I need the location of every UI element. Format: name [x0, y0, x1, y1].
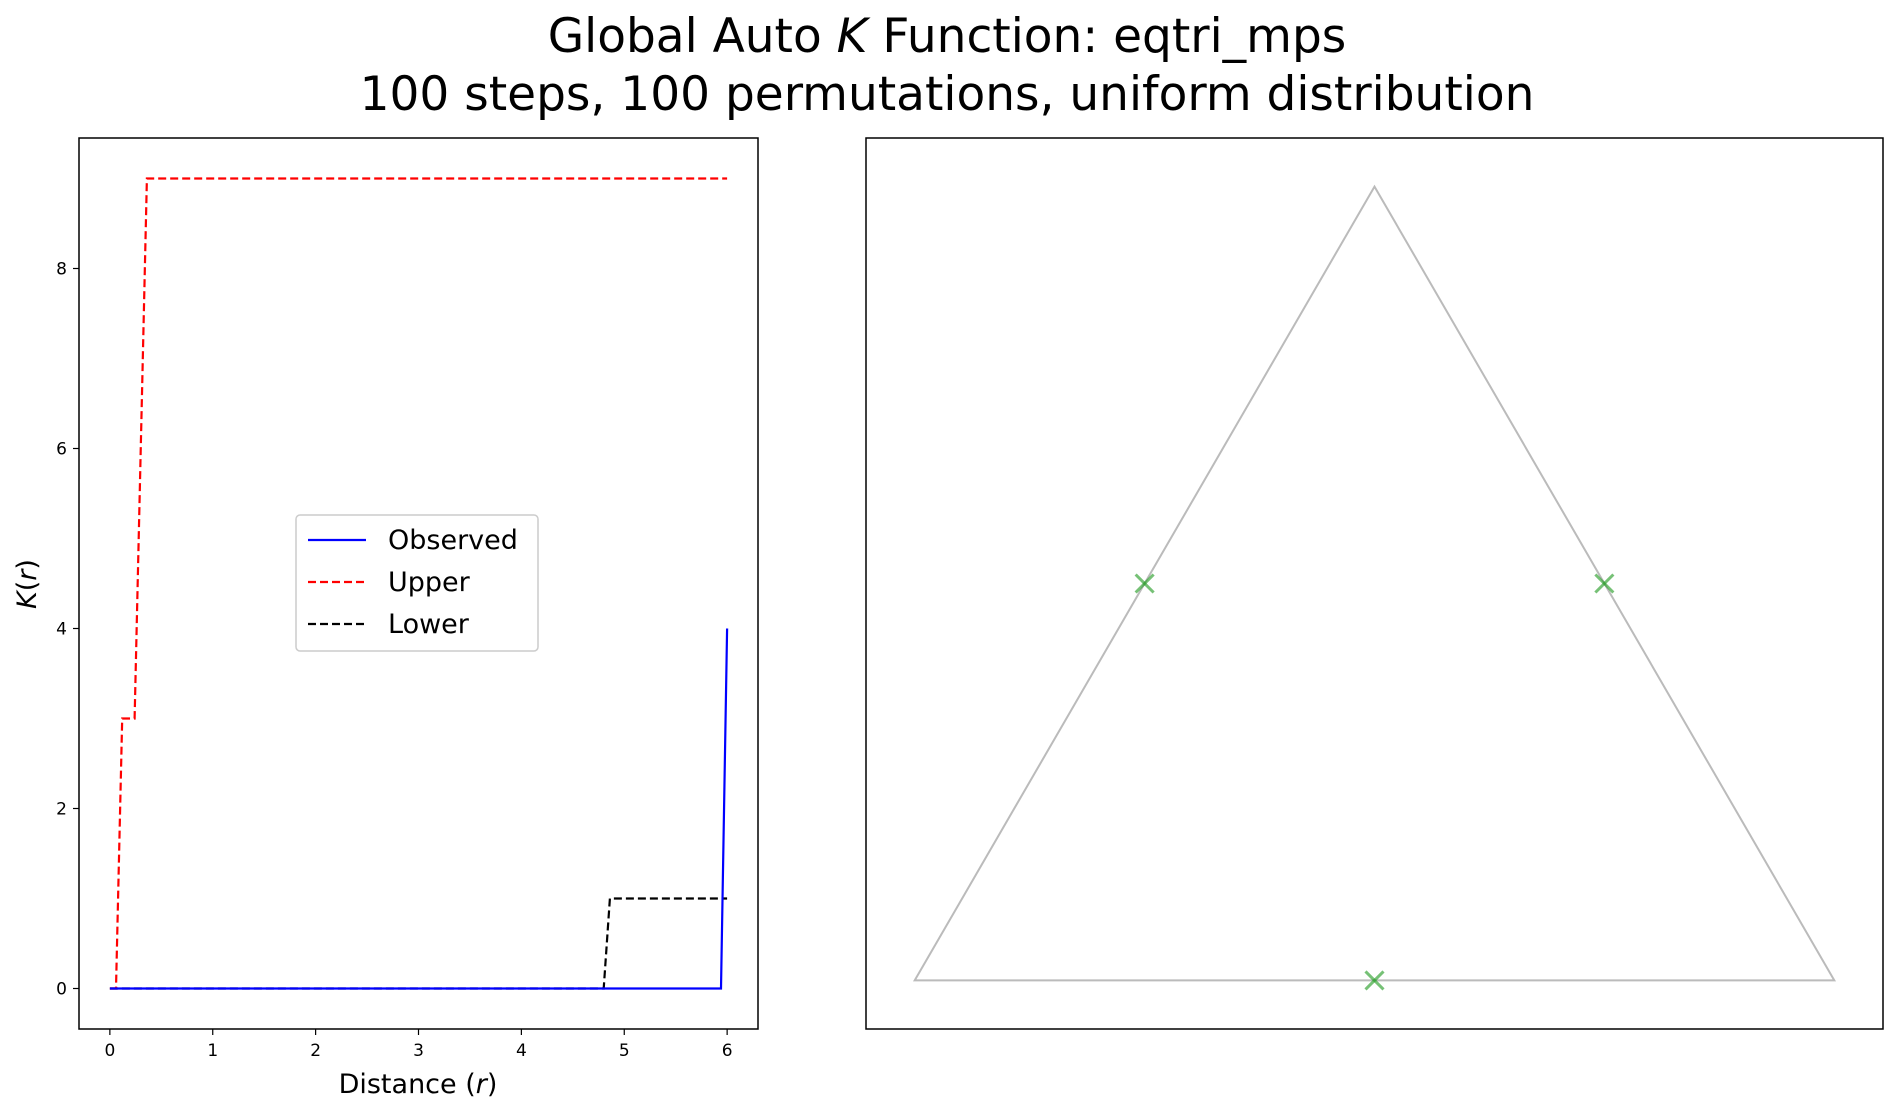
point-marker-stroke: [1134, 573, 1155, 594]
triangle-map-panel: [865, 137, 1884, 1030]
point-marker: [1134, 573, 1155, 594]
x-tick-label: 4: [516, 1041, 527, 1061]
legend-label-observed: Observed: [388, 525, 518, 556]
point-markers: [1134, 573, 1615, 991]
y-tick-label: 2: [56, 800, 67, 820]
x-tick-label: 1: [207, 1041, 218, 1061]
y-tick-label: 4: [56, 620, 67, 640]
y-axis-ticks: 0 2 4 6 8: [56, 260, 79, 1000]
series-lines: [109, 177, 729, 990]
legend-label-lower: Lower: [388, 609, 470, 640]
title-line-2: 100 steps, 100 permutations, uniform dis…: [359, 67, 1535, 122]
x-tick-label: 3: [413, 1041, 424, 1061]
x-tick-label: 5: [619, 1041, 630, 1061]
x-axis-ticks: 0 1 2 3 4 5 6: [104, 1029, 733, 1061]
legend-entries: Observed Upper Lower: [308, 525, 518, 640]
chart-title: Global Auto K Function: eqtri_mps 100 st…: [0, 8, 1894, 124]
right-axes-frame: [865, 137, 1884, 1030]
x-tick-label: 2: [310, 1041, 321, 1061]
legend-box: [295, 514, 539, 652]
title-line-1: Global Auto K Function: eqtri_mps: [0, 8, 1894, 66]
point-marker-stroke: [1364, 970, 1385, 991]
x-tick-label: 0: [104, 1041, 115, 1061]
legend: Observed Upper Lower: [295, 514, 539, 652]
k-function-panel: 0 1 2 3 4 5 6 0 2 4 6 8 Distance (r) K(r) Observed…: [12, 137, 759, 1100]
point-marker: [1364, 970, 1385, 991]
y-tick-label: 6: [56, 440, 67, 460]
x-axis-label: Distance (r): [339, 1069, 498, 1100]
x-tick-label: 6: [722, 1041, 733, 1061]
title-suffix: Function: eqtri_mps: [867, 9, 1347, 64]
y-tick-label: 8: [56, 260, 67, 280]
title-prefix: Global Auto: [547, 9, 837, 64]
title-k-italic: K: [836, 9, 868, 64]
point-marker: [1594, 573, 1615, 594]
y-tick-label: 0: [56, 980, 67, 1000]
point-marker-stroke: [1594, 573, 1615, 594]
legend-label-upper: Upper: [388, 567, 471, 598]
series-line-observed: [109, 628, 729, 990]
equilateral-triangle: [912, 184, 1837, 982]
series-line-lower: [109, 897, 728, 990]
y-axis-label: K(r): [12, 559, 43, 609]
